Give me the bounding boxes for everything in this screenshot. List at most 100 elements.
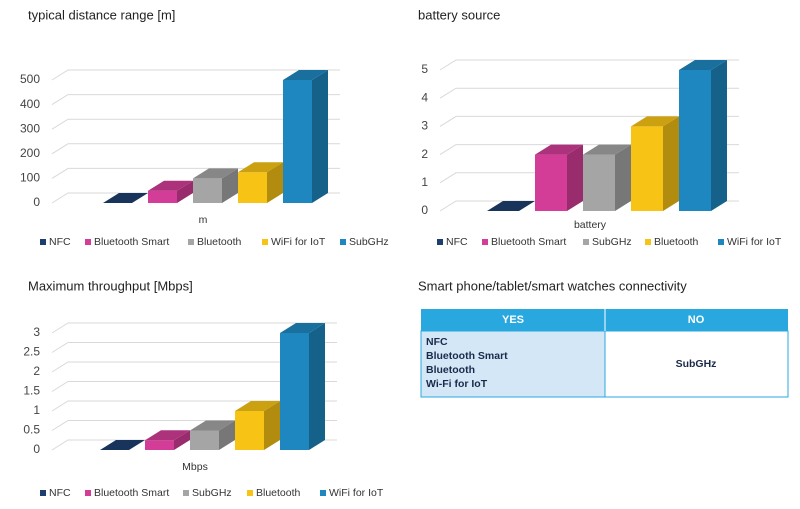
bar xyxy=(235,401,280,450)
y-tick-label: 1 xyxy=(33,403,40,417)
grid-line xyxy=(51,361,337,373)
grid-line xyxy=(51,94,340,106)
legend-swatch xyxy=(340,239,346,245)
bar-front xyxy=(679,70,711,211)
y-tick-label: 500 xyxy=(20,72,40,86)
legend-swatch xyxy=(188,239,194,245)
table-header: YES xyxy=(502,314,524,326)
y-tick-label: 200 xyxy=(20,146,40,160)
bar-side xyxy=(219,420,235,450)
bar-side xyxy=(174,430,190,450)
legend-label: SubGHz xyxy=(592,236,632,248)
legend-label: Bluetooth Smart xyxy=(94,487,169,499)
legend-swatch xyxy=(482,239,488,245)
y-tick-label: 2 xyxy=(421,147,428,161)
legend-swatch xyxy=(247,490,253,496)
bar xyxy=(535,144,583,211)
bar-top xyxy=(280,323,325,333)
y-tick-label: 0 xyxy=(33,195,40,209)
y-tick-label: 2.5 xyxy=(23,345,40,359)
legend-swatch xyxy=(183,490,189,496)
table-header: NO xyxy=(688,314,705,326)
bar-top xyxy=(535,144,583,155)
bar-front xyxy=(535,154,567,211)
bar-top xyxy=(190,420,235,431)
y-tick-label: 100 xyxy=(20,171,40,185)
y-tick-label: 3 xyxy=(421,119,428,133)
y-tick-label: 0 xyxy=(33,442,40,456)
bar-front xyxy=(583,154,615,211)
bar xyxy=(148,180,193,203)
table-title: Smart phone/tablet/smart watches connect… xyxy=(418,278,687,293)
legend-label: Bluetooth xyxy=(197,236,242,248)
yes-item: NFC xyxy=(426,336,448,348)
grid-line xyxy=(439,115,739,127)
legend-label: SubGHz xyxy=(192,487,232,499)
legend-label: NFC xyxy=(446,236,468,248)
grid-line xyxy=(51,69,340,81)
bar-front xyxy=(283,80,312,203)
legend-label: Bluetooth Smart xyxy=(491,236,566,248)
bar xyxy=(280,323,325,450)
grid-line xyxy=(51,381,337,392)
legend-swatch xyxy=(718,239,724,245)
legend-label: WiFi for IoT xyxy=(727,236,782,248)
bar-top xyxy=(679,60,727,70)
grid-line xyxy=(51,143,340,155)
y-tick-label: 0 xyxy=(421,203,428,217)
bar-side xyxy=(264,401,280,450)
yes-item: Bluetooth Smart xyxy=(426,350,508,362)
bar xyxy=(487,201,535,211)
yes-item: Wi-Fi for IoT xyxy=(426,378,488,390)
y-tick-label: 4 xyxy=(421,90,428,104)
legend-swatch xyxy=(437,239,443,245)
legend-label: NFC xyxy=(49,487,71,499)
grid-line xyxy=(439,59,739,71)
legend-swatch xyxy=(583,239,589,245)
bar-front xyxy=(238,172,267,203)
legend-label: WiFi for IoT xyxy=(271,236,326,248)
bar-front xyxy=(280,333,309,450)
x-axis-label: Mbps xyxy=(182,461,208,473)
legend-swatch xyxy=(262,239,268,245)
bar-top xyxy=(235,401,280,411)
legend-swatch xyxy=(40,239,46,245)
bar xyxy=(583,144,631,211)
bar-front xyxy=(193,178,222,203)
bar-top xyxy=(193,168,238,179)
bar xyxy=(238,162,283,203)
bar-side xyxy=(267,162,283,203)
legend-label: NFC xyxy=(49,236,71,248)
chart-title: Maximum throughput [Mbps] xyxy=(28,278,193,293)
y-tick-label: 1 xyxy=(421,175,428,189)
legend-swatch xyxy=(85,490,91,496)
legend-label: WiFi for IoT xyxy=(329,487,384,499)
bar-side xyxy=(615,144,631,211)
legend-label: SubGHz xyxy=(349,236,389,248)
bar-front xyxy=(190,430,219,450)
legend-swatch xyxy=(40,490,46,496)
bar-side xyxy=(567,144,583,211)
grid-line xyxy=(51,400,337,412)
grid-line xyxy=(51,322,337,334)
no-cell xyxy=(604,330,789,398)
bar xyxy=(103,193,148,203)
bar xyxy=(283,70,328,203)
chart-title: battery source xyxy=(418,7,500,22)
bar xyxy=(631,116,679,211)
bar-side xyxy=(711,60,727,211)
bar-top xyxy=(283,70,328,80)
bar-top xyxy=(583,144,631,155)
yes-item: Bluetooth xyxy=(426,364,475,376)
x-axis-label: battery xyxy=(574,219,607,231)
bar xyxy=(100,440,145,450)
bar-front xyxy=(631,126,663,211)
bar-top xyxy=(103,193,148,203)
legend-swatch xyxy=(85,239,91,245)
bar-top xyxy=(631,116,679,127)
bar-front xyxy=(235,411,264,450)
bar-top xyxy=(148,180,193,191)
legend-swatch xyxy=(320,490,326,496)
